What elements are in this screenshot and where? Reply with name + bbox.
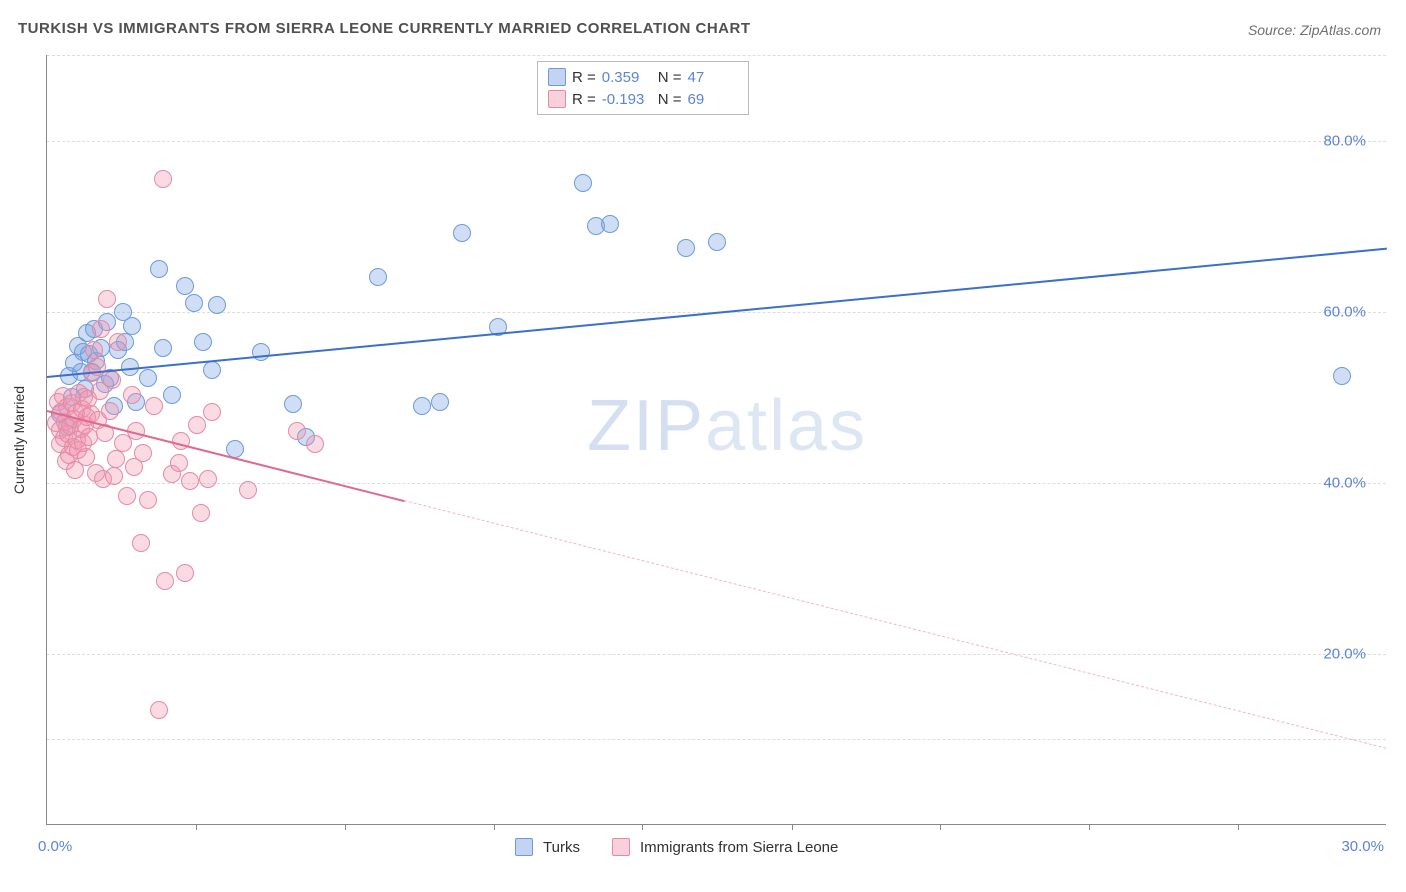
data-point xyxy=(176,277,194,295)
data-point xyxy=(288,422,306,440)
data-point xyxy=(163,386,181,404)
x-tick xyxy=(940,824,941,830)
data-point xyxy=(601,215,619,233)
data-point xyxy=(134,444,152,462)
data-point xyxy=(453,224,471,242)
data-point xyxy=(413,397,431,415)
data-point xyxy=(132,534,150,552)
data-point xyxy=(92,320,110,338)
gridline xyxy=(47,141,1386,142)
data-point xyxy=(239,481,257,499)
legend-label-sierra-leone: Immigrants from Sierra Leone xyxy=(640,839,838,856)
data-point xyxy=(109,333,127,351)
data-point xyxy=(431,393,449,411)
y-axis-label: Currently Married xyxy=(11,385,27,493)
data-point xyxy=(194,333,212,351)
gridline xyxy=(47,739,1386,740)
x-tick xyxy=(345,824,346,830)
series-legend: Turks Immigrants from Sierra Leone xyxy=(515,838,838,856)
data-point xyxy=(85,341,103,359)
data-point xyxy=(208,296,226,314)
correlation-legend: R = 0.359 N = 47 R = -0.193 N = 69 xyxy=(537,61,749,115)
data-point xyxy=(199,470,217,488)
data-point xyxy=(103,371,121,389)
y-tick-label: 60.0% xyxy=(1323,303,1366,320)
data-point xyxy=(181,472,199,490)
data-point xyxy=(369,268,387,286)
data-point xyxy=(708,233,726,251)
trend-line xyxy=(47,410,405,502)
x-tick xyxy=(1089,824,1090,830)
data-point xyxy=(306,435,324,453)
data-point xyxy=(145,397,163,415)
data-point xyxy=(150,701,168,719)
data-point xyxy=(192,504,210,522)
data-point xyxy=(105,467,123,485)
data-point xyxy=(139,369,157,387)
chart-title: TURKISH VS IMMIGRANTS FROM SIERRA LEONE … xyxy=(18,20,751,37)
x-tick-min: 0.0% xyxy=(38,838,72,855)
swatch-icon xyxy=(612,838,630,856)
data-point xyxy=(101,402,119,420)
trend-line xyxy=(404,500,1387,749)
trend-line xyxy=(47,247,1387,377)
data-point xyxy=(154,339,172,357)
x-tick-max: 30.0% xyxy=(1341,838,1384,855)
y-tick-label: 20.0% xyxy=(1323,645,1366,662)
data-point xyxy=(188,416,206,434)
y-tick-label: 80.0% xyxy=(1323,132,1366,149)
x-tick xyxy=(1238,824,1239,830)
x-tick xyxy=(494,824,495,830)
data-point xyxy=(98,290,116,308)
data-point xyxy=(156,572,174,590)
legend-label-turks: Turks xyxy=(543,839,580,856)
data-point xyxy=(123,317,141,335)
gridline xyxy=(47,55,1386,56)
data-point xyxy=(203,361,221,379)
legend-row-turks: R = 0.359 N = 47 xyxy=(548,66,738,88)
x-tick xyxy=(792,824,793,830)
data-point xyxy=(574,174,592,192)
data-point xyxy=(677,239,695,257)
data-point xyxy=(284,395,302,413)
source-attribution: Source: ZipAtlas.com xyxy=(1248,22,1381,38)
chart-plot-area: Currently Married 20.0%40.0%60.0%80.0% Z… xyxy=(46,55,1386,825)
y-tick-label: 40.0% xyxy=(1323,474,1366,491)
x-tick xyxy=(196,824,197,830)
data-point xyxy=(107,450,125,468)
data-point xyxy=(185,294,203,312)
data-point xyxy=(150,260,168,278)
legend-row-sierra-leone: R = -0.193 N = 69 xyxy=(548,88,738,110)
data-point xyxy=(154,170,172,188)
data-point xyxy=(118,487,136,505)
data-point xyxy=(203,403,221,421)
swatch-icon xyxy=(548,90,566,108)
gridline xyxy=(47,654,1386,655)
swatch-icon xyxy=(548,68,566,86)
x-tick xyxy=(642,824,643,830)
data-point xyxy=(252,343,270,361)
swatch-icon xyxy=(515,838,533,856)
data-point xyxy=(176,564,194,582)
data-point xyxy=(170,454,188,472)
data-point xyxy=(139,491,157,509)
data-point xyxy=(123,386,141,404)
data-point xyxy=(1333,367,1351,385)
